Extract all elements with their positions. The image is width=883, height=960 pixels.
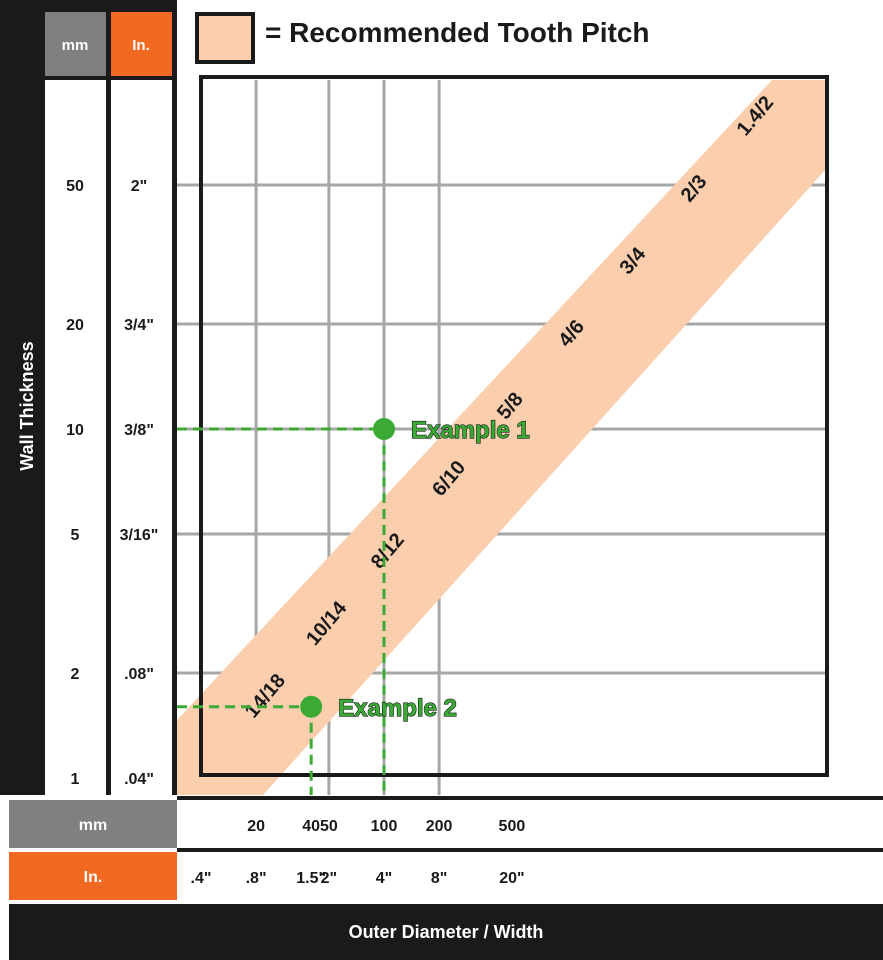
y-tick-mm-label: 20 — [66, 317, 84, 334]
left-axis-title: Wall Thickness — [17, 341, 37, 470]
x-tick-mm-label: 20 — [247, 818, 265, 835]
left-axis-mm-header-label: mm — [62, 37, 89, 54]
left-axis-in-header — [111, 12, 172, 76]
y-tick-in-label: 2" — [131, 178, 147, 195]
x-tick-in-label: 8" — [431, 870, 447, 887]
left-axis-in-header-label: In. — [132, 37, 150, 54]
bottom-axis-mm-label: mm — [79, 817, 107, 834]
y-tick-in-label: .04" — [124, 771, 154, 788]
x-tick-mm-label: 100 — [371, 818, 398, 835]
legend-label: = Recommended Tooth Pitch — [265, 17, 650, 48]
example-label: Example 1 — [411, 417, 530, 444]
x-tick-labels: .4" 20 .8" 40 1.5" 50 2" 100 4" 200 8" 500 20" — [191, 818, 526, 887]
y-tick-mm-label: 2 — [71, 666, 80, 683]
x-tick-in-label: .8" — [246, 870, 267, 887]
example-point — [300, 695, 323, 718]
bottom-axis-mm-cell — [9, 800, 177, 848]
left-axis-in-column — [111, 80, 172, 795]
x-tick-mm-label: 40 — [302, 818, 320, 835]
bottom-axis-in-label: In. — [84, 869, 103, 886]
x-tick-in-label: 20" — [499, 870, 524, 887]
y-tick-mm-label: 5 — [71, 527, 80, 544]
x-tick-in-label: 1.5" — [296, 870, 326, 887]
y-tick-mm-label: 50 — [66, 178, 84, 195]
bottom-axis-in-cell — [9, 852, 177, 900]
x-tick-in-label: 2" — [321, 870, 337, 887]
bottom-axis-title-bar — [9, 904, 883, 960]
y-tick-mm-label: 10 — [66, 422, 84, 439]
left-axis-mm-header — [45, 12, 106, 76]
example-point — [373, 418, 395, 440]
x-tick-in-label: .4" — [191, 870, 212, 887]
x-tick-mm-label: 500 — [499, 818, 526, 835]
example-markers: Example 1 Example 2 — [177, 416, 530, 795]
x-tick-in-label: 4" — [376, 870, 392, 887]
x-tick-mm-label: 50 — [320, 818, 338, 835]
y-tick-labels: 1 .04" 2 .08" 5 3/16" 10 3/8" 20 3/4" 50 2" — [66, 178, 158, 788]
recommended-pitch-band — [177, 80, 827, 795]
legend-swatch — [195, 12, 255, 64]
y-tick-in-label: .08" — [124, 666, 154, 683]
left-axis-mm-column — [45, 80, 106, 795]
plot-frame — [199, 75, 829, 777]
y-tick-in-label: 3/8" — [124, 422, 154, 439]
y-tick-mm-label: 1 — [71, 771, 80, 788]
y-tick-in-label: 3/4" — [124, 317, 154, 334]
example-label: Example 2 — [338, 695, 457, 722]
y-tick-in-label: 3/16" — [120, 527, 159, 544]
x-tick-mm-label: 200 — [426, 818, 453, 835]
bottom-axis-title: Outer Diameter / Width — [349, 922, 544, 942]
